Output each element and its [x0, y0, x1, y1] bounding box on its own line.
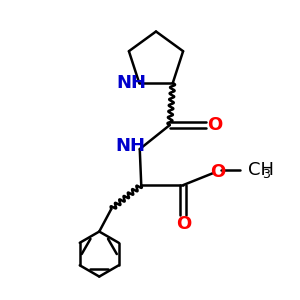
Text: NH: NH [117, 74, 147, 92]
Text: O: O [210, 163, 225, 181]
Text: CH: CH [248, 161, 274, 179]
Text: 3: 3 [262, 168, 270, 181]
Text: NH: NH [116, 137, 146, 155]
Text: O: O [176, 215, 191, 233]
Text: O: O [207, 116, 222, 134]
